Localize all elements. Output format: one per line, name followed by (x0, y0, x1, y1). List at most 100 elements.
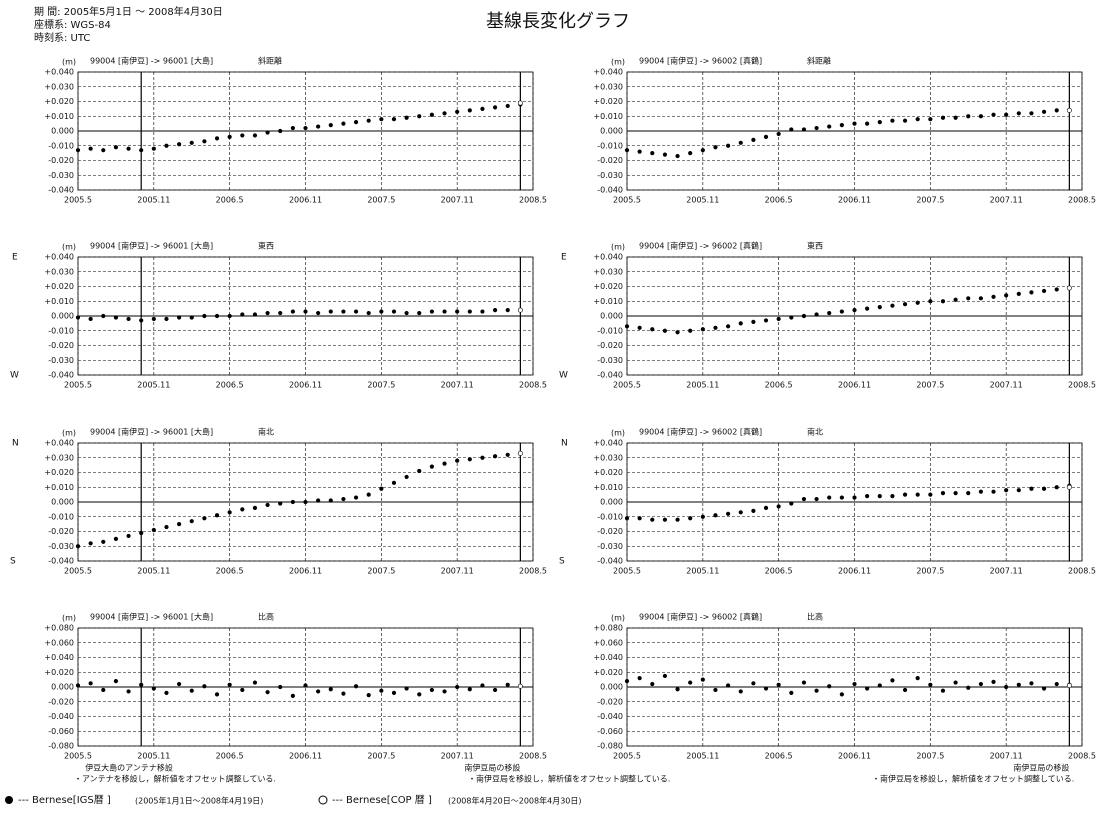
data-point (650, 517, 655, 522)
data-point (164, 690, 169, 696)
x-tick-label: 2008.5 (1068, 381, 1096, 390)
data-point (915, 117, 920, 122)
data-point (316, 689, 321, 694)
data-point (139, 682, 144, 687)
data-point (801, 680, 807, 685)
baseline-label: 99004 [南伊豆] -> 96001 [大島] (90, 612, 213, 622)
data-point (227, 134, 232, 139)
data-point (214, 692, 220, 697)
data-point (252, 312, 258, 317)
data-point (202, 313, 207, 319)
y-tick-label: +0.010 (44, 112, 74, 121)
data-point (738, 140, 743, 145)
y-tick-label: +0.030 (593, 82, 623, 91)
data-point (688, 151, 693, 156)
data-point (467, 687, 472, 692)
data-point (991, 679, 996, 684)
y-tick-label: +0.010 (593, 112, 623, 121)
data-point (726, 324, 731, 329)
data-point (1054, 681, 1059, 687)
data-point (517, 307, 523, 313)
data-point (505, 452, 510, 457)
data-point (827, 684, 832, 689)
y-tick-label: -0.060 (48, 727, 74, 736)
data-point (637, 676, 642, 681)
data-point (139, 318, 144, 323)
data-point (776, 316, 781, 322)
data-point (1041, 288, 1047, 294)
data-point (113, 145, 119, 150)
data-point (240, 687, 245, 693)
data-point (442, 111, 447, 116)
data-point (151, 527, 156, 533)
data-point (1004, 488, 1009, 493)
y-tick-label: -0.020 (597, 156, 623, 165)
y-tick-label: 0.000 (51, 312, 74, 321)
data-point (164, 316, 169, 322)
unit-label: (m) (611, 429, 625, 438)
data-point (763, 318, 769, 323)
data-point (278, 501, 283, 506)
data-point (240, 507, 245, 512)
y-tick-label: +0.040 (593, 653, 623, 662)
y-tick-label: 0.000 (600, 498, 623, 507)
unit-label: (m) (62, 243, 76, 252)
data-point (751, 681, 756, 686)
data-point (353, 309, 359, 314)
component-label: 斜距離 (258, 56, 282, 66)
baseline-label: 99004 [南伊豆] -> 96002 [真鶴] (639, 427, 762, 437)
data-point (379, 486, 384, 491)
y-tick-label: -0.030 (597, 171, 623, 180)
data-point (480, 309, 485, 314)
data-point (637, 325, 642, 330)
y-tick-label: +0.040 (44, 253, 74, 262)
legend-note: (2008年4月20日～2008年4月30日) (448, 796, 582, 806)
x-tick-label: 2005.5 (613, 196, 641, 205)
x-tick-label: 2005.11 (686, 567, 719, 576)
x-tick-label: 2006.11 (289, 381, 322, 390)
data-point (391, 480, 397, 485)
y-tick-label: 0.000 (600, 312, 623, 321)
data-point (978, 296, 983, 301)
x-tick-label: 2007.5 (916, 196, 944, 205)
data-point (505, 103, 510, 109)
y-tick-label: +0.010 (44, 297, 74, 306)
data-point (328, 687, 333, 692)
event-label: 伊豆大島のアンテナ移設 (85, 763, 173, 773)
y-tick-label: -0.020 (597, 697, 623, 706)
data-point (328, 122, 333, 128)
data-point (429, 464, 434, 469)
event-note: ・アンテナを移設し，解析値をオフセット調整している. (74, 774, 276, 784)
y-tick-label: -0.020 (48, 697, 74, 706)
x-tick-label: 2007.11 (441, 567, 474, 576)
data-point (442, 309, 447, 314)
data-point (688, 328, 693, 333)
data-point (801, 313, 807, 319)
data-point (713, 325, 718, 330)
data-point (75, 315, 81, 320)
x-tick-label: 2007.11 (990, 752, 1023, 761)
data-point (126, 146, 131, 151)
x-tick-label: 2007.5 (916, 381, 944, 390)
data-point (455, 684, 460, 690)
data-point (353, 495, 359, 500)
y-tick-label: +0.030 (44, 82, 74, 91)
data-point (902, 118, 908, 123)
x-tick-label: 2005.5 (613, 567, 641, 576)
y-tick-label: -0.060 (597, 727, 623, 736)
data-point (492, 454, 498, 459)
data-point (328, 309, 333, 314)
data-point (290, 499, 295, 505)
data-point (341, 309, 346, 314)
data-point (966, 491, 971, 496)
data-point (865, 494, 870, 499)
data-point (404, 310, 409, 316)
data-point (1041, 686, 1047, 691)
data-point (341, 121, 346, 126)
data-point (189, 315, 194, 320)
data-point (429, 687, 434, 693)
data-point (928, 492, 933, 497)
x-tick-label: 2005.11 (686, 196, 719, 205)
data-point (316, 498, 321, 503)
